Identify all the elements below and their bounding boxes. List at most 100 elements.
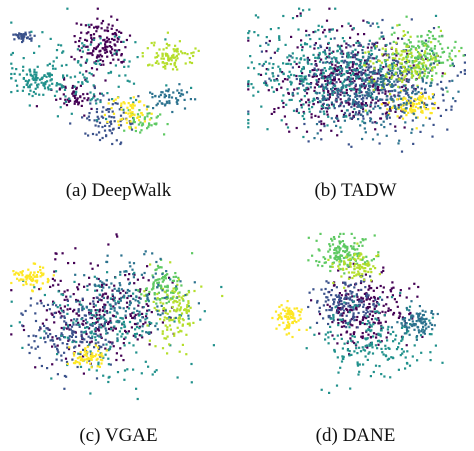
- scatter-point: [95, 353, 98, 356]
- scatter-point: [132, 107, 135, 110]
- scatter-point: [161, 280, 164, 283]
- scatter-point: [15, 68, 18, 71]
- scatter-point: [398, 139, 401, 142]
- scatter-point: [437, 106, 440, 110]
- scatter-point: [342, 312, 345, 315]
- scatter-point: [119, 347, 122, 350]
- scatter-point: [334, 247, 337, 250]
- scatter-point: [291, 93, 294, 96]
- scatter-point: [161, 330, 164, 333]
- scatter-point: [417, 315, 420, 318]
- scatter-point: [309, 70, 312, 73]
- scatter-point: [92, 84, 95, 87]
- scatter-point: [408, 333, 411, 336]
- scatter-point: [363, 87, 366, 90]
- scatter-point: [135, 98, 138, 102]
- scatter-point: [314, 30, 317, 33]
- scatter-point: [408, 309, 411, 312]
- scatter-point: [148, 309, 151, 312]
- scatter-point: [374, 105, 377, 108]
- scatter-point: [43, 84, 46, 88]
- scatter-point: [339, 268, 342, 271]
- scatter-point: [165, 100, 168, 103]
- scatter-point: [417, 44, 420, 47]
- scatter-point: [67, 326, 70, 329]
- scatter-point: [342, 232, 345, 235]
- scatter-point: [341, 240, 344, 243]
- scatter-point: [431, 316, 434, 319]
- scatter-point: [125, 270, 128, 273]
- scatter-point: [332, 284, 336, 287]
- scatter-point: [290, 81, 293, 84]
- scatter-point: [67, 339, 70, 342]
- scatter-point: [364, 94, 367, 97]
- scatter-point: [441, 72, 444, 75]
- scatter-point: [427, 108, 430, 111]
- scatter-point: [55, 49, 59, 52]
- scatter-point: [271, 66, 274, 69]
- scatter-point: [399, 65, 402, 69]
- scatter-point: [366, 77, 369, 80]
- scatter-point: [33, 340, 36, 343]
- scatter-point: [175, 296, 178, 299]
- scatter-point: [16, 277, 19, 280]
- scatter-point: [341, 67, 344, 70]
- scatter-point: [126, 291, 129, 294]
- scatter-point: [387, 114, 390, 117]
- scatter-point: [71, 340, 74, 344]
- scatter-point: [118, 108, 121, 111]
- scatter-point: [161, 312, 164, 315]
- scatter-point: [51, 345, 54, 348]
- scatter-point: [247, 110, 250, 113]
- scatter-point: [463, 69, 466, 72]
- scatter-point: [35, 73, 38, 77]
- scatter-point: [357, 311, 360, 315]
- scatter-point: [81, 42, 84, 45]
- scatter-point: [85, 79, 88, 82]
- scatter-point: [101, 47, 104, 50]
- scatter-point: [53, 279, 56, 282]
- scatter-point: [337, 45, 340, 48]
- scatter-point: [370, 271, 373, 274]
- scatter-point: [412, 87, 416, 90]
- scatter-point: [321, 98, 324, 101]
- scatter-point: [356, 364, 360, 367]
- scatter-point: [125, 331, 128, 334]
- scatter-point: [161, 55, 164, 58]
- scatter-point: [75, 86, 78, 89]
- scatter-point: [363, 121, 366, 124]
- scatter-point: [327, 74, 330, 78]
- scatter-point: [356, 40, 359, 43]
- scatter-point: [278, 305, 281, 308]
- scatter-point: [108, 115, 111, 118]
- scatter-point: [84, 348, 87, 351]
- scatter-point: [414, 93, 417, 96]
- scatter-point: [22, 65, 25, 68]
- scatter-point: [364, 355, 367, 358]
- scatter-point: [389, 42, 392, 45]
- scatter-point: [386, 358, 389, 361]
- scatter-point: [332, 72, 335, 75]
- scatter-point: [327, 41, 330, 45]
- scatter-point: [113, 49, 116, 52]
- scatter-point: [346, 308, 349, 312]
- scatter-point: [135, 325, 139, 329]
- scatter-point: [375, 333, 378, 336]
- scatter-point: [119, 270, 122, 274]
- scatter-point: [380, 70, 383, 73]
- scatter-point: [394, 71, 397, 74]
- scatter-point: [100, 22, 103, 25]
- scatter-point: [409, 64, 412, 67]
- scatter-point: [384, 112, 387, 115]
- scatter-point: [441, 75, 444, 78]
- scatter-point: [299, 14, 302, 17]
- scatter-point: [306, 59, 309, 62]
- scatter-point: [303, 58, 306, 61]
- scatter-point: [96, 45, 99, 48]
- scatter-point: [12, 270, 15, 273]
- scatter-point: [322, 51, 325, 54]
- scatter-point: [46, 80, 49, 83]
- scatter-point: [96, 54, 99, 57]
- scatter-point: [176, 57, 179, 60]
- scatter-point: [136, 338, 139, 341]
